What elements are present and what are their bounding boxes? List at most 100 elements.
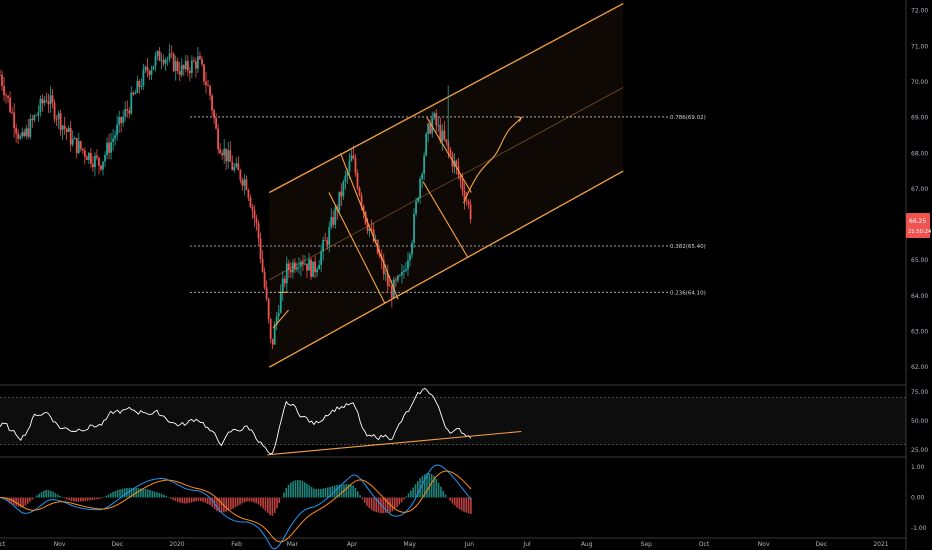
rsi-trendline: [267, 430, 522, 456]
candle-body: [190, 60, 193, 74]
candle-body: [318, 264, 321, 270]
macd-histogram-bar: [75, 497, 77, 502]
candle-body: [1, 75, 3, 86]
macd-histogram-bar: [391, 497, 394, 512]
macd-histogram-bar: [359, 495, 361, 498]
candle-body: [213, 110, 215, 119]
macd-histogram-bar: [347, 484, 350, 498]
candle-body: [396, 275, 399, 281]
candle-body: [156, 51, 159, 57]
macd-histogram-bar: [114, 490, 117, 498]
candle-body: [197, 56, 199, 69]
macd-histogram-bar: [444, 494, 447, 498]
candle-body: [150, 69, 153, 75]
macd-histogram-bar: [368, 497, 371, 509]
fib-levels: 0.786(69.02) 0.382(65.40) 0.236(64.10): [190, 115, 706, 296]
candle-body: [170, 53, 173, 55]
candle-body: [205, 81, 207, 86]
macd-histogram-bar: [232, 497, 234, 509]
macd-histogram-bar: [204, 497, 207, 503]
fib-level-label: 0.382(65.40): [670, 244, 706, 250]
macd-histogram-bar: [45, 489, 47, 498]
macd-histogram-bar: [121, 488, 124, 498]
macd-histogram-bar: [276, 497, 278, 509]
candle-body: [11, 111, 14, 113]
macd-histogram-bar: [386, 497, 389, 513]
time-tick-label: Oct: [699, 541, 710, 548]
macd-histogram-bar: [38, 493, 41, 498]
macd-histogram-bar: [218, 497, 221, 513]
macd-histogram-bar: [340, 484, 343, 498]
time-tick-label: Dec: [816, 541, 828, 548]
macd-histogram-bar: [24, 497, 27, 506]
candle-body: [279, 291, 282, 313]
candle-body: [87, 152, 90, 160]
candle-body: [108, 142, 110, 153]
macd-tick-label: 0.00: [911, 495, 925, 502]
bar-countdown-label: 21:50:24: [908, 229, 932, 235]
macd-histogram-bar: [375, 497, 378, 513]
macd-histogram-bar: [31, 497, 34, 500]
candle-body: [15, 128, 18, 134]
macd-histogram-bar: [176, 497, 179, 502]
correction-line-lower: [328, 192, 386, 304]
macd-histogram-bar: [366, 497, 368, 506]
candle-body: [445, 139, 448, 143]
macd-histogram-bar: [227, 497, 230, 511]
candle-body: [306, 263, 308, 271]
rsi-tick-label: 25.00: [911, 447, 928, 454]
candle-body: [249, 197, 252, 208]
macd-histogram-bar: [172, 497, 174, 500]
candle-body: [81, 148, 84, 151]
macd-histogram-bar: [463, 497, 465, 512]
candle-body: [21, 131, 24, 137]
macd-histogram-bar: [403, 497, 405, 500]
price-tick-label: 67.00: [911, 186, 928, 193]
macd-histogram-bar: [56, 494, 59, 498]
candle-body: [73, 137, 76, 140]
candle-body: [148, 71, 151, 75]
candle-body: [281, 278, 284, 292]
candle-body: [261, 258, 264, 272]
candle-body: [427, 123, 430, 135]
candle-body: [174, 61, 177, 72]
macd-histogram-bar: [234, 497, 237, 508]
macd-histogram-bar: [269, 497, 271, 516]
candle-body: [162, 60, 165, 64]
time-tick-label: Aug: [581, 541, 593, 548]
signal-line: [0, 470, 472, 543]
macd-histogram-bar: [273, 497, 276, 514]
macd-histogram-bar: [301, 480, 304, 498]
macd-histogram-bar: [202, 497, 204, 502]
candle-body: [302, 262, 304, 265]
candle-body: [49, 95, 52, 105]
candle-body: [304, 263, 306, 265]
candle-body: [366, 223, 369, 231]
candle-body: [277, 312, 280, 317]
macd-histogram-bar: [336, 485, 338, 498]
macd-histogram-bar: [211, 497, 214, 507]
candle-body: [469, 204, 472, 220]
candle-body: [13, 112, 16, 129]
candle-body: [419, 178, 422, 198]
macd-histogram-bar: [195, 497, 198, 502]
macd-pane: [0, 464, 472, 550]
candle-body: [267, 298, 270, 319]
candle-body: [140, 85, 143, 88]
candle-body: [405, 269, 407, 271]
candle-body: [195, 61, 197, 69]
macd-histogram-bar: [59, 495, 61, 498]
candle-body: [120, 117, 123, 123]
macd-histogram-bar: [146, 489, 149, 498]
candle-body: [146, 66, 149, 72]
rsi-tick-label: 50.00: [911, 418, 928, 425]
fib-level-label: 0.786(69.02): [670, 115, 706, 121]
macd-histogram-bar: [156, 492, 158, 498]
candle-body: [217, 128, 220, 150]
candle-body: [378, 253, 381, 257]
candle-body: [251, 207, 254, 211]
macd-line: [0, 464, 472, 550]
candle-body: [360, 195, 363, 206]
